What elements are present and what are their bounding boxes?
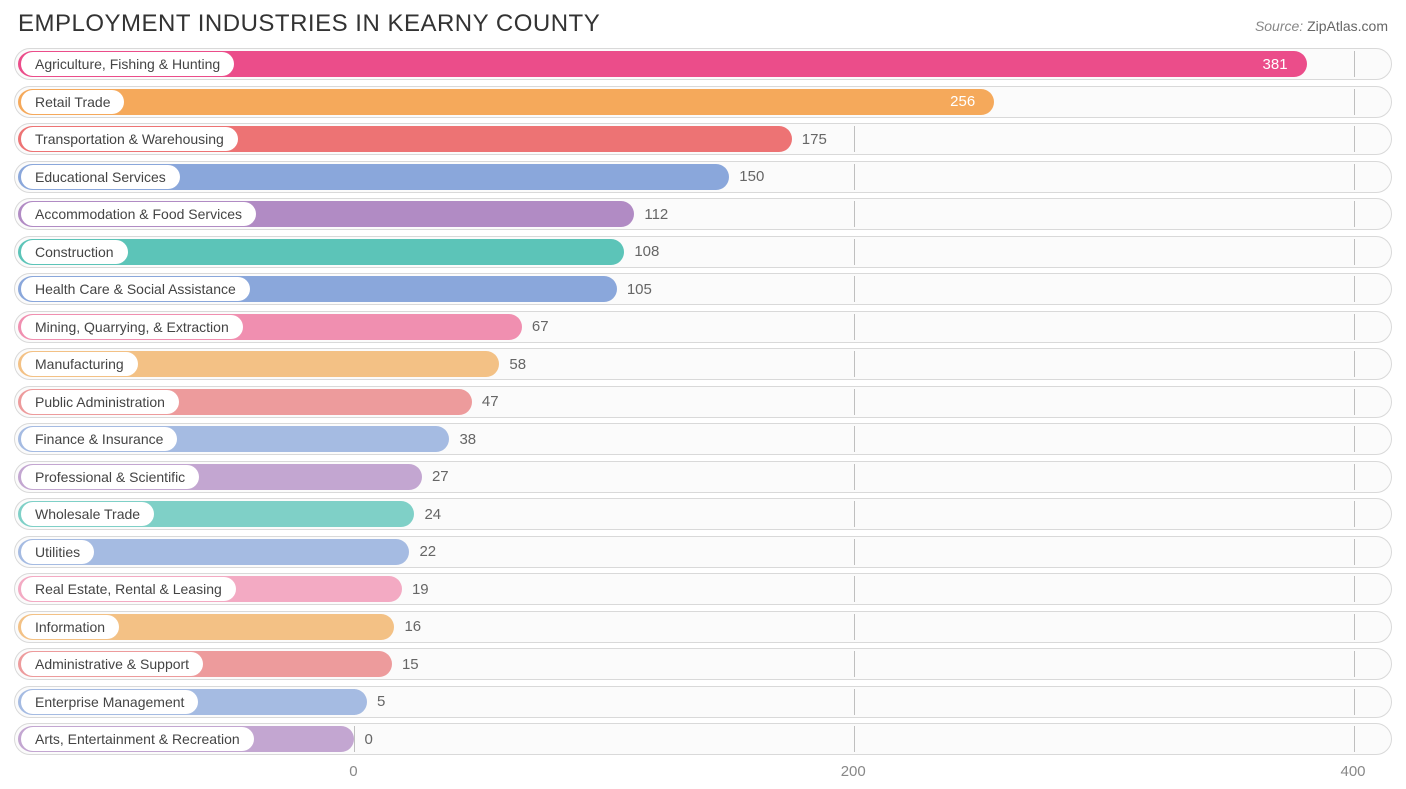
bar-label: Transportation & Warehousing <box>35 131 224 147</box>
bar-label-pill: Information <box>21 615 119 639</box>
bar-label: Wholesale Trade <box>35 506 140 522</box>
bar-label: Utilities <box>35 544 80 560</box>
bar-label: Public Administration <box>35 394 165 410</box>
bar-value: 150 <box>739 162 764 192</box>
bar-fill <box>19 89 994 115</box>
bar-value: 27 <box>432 462 449 492</box>
bar-row: Health Care & Social Assistance 105 <box>14 273 1392 305</box>
bar-value: 256 <box>950 87 975 117</box>
bar-label-pill: Professional & Scientific <box>21 465 199 489</box>
bar-value: 16 <box>404 612 421 642</box>
bar-row: Construction 108 <box>14 236 1392 268</box>
bar-value: 47 <box>482 387 499 417</box>
bar-row: Accommodation & Food Services 112 <box>14 198 1392 230</box>
bar-label: Educational Services <box>35 169 166 185</box>
bar-label-pill: Utilities <box>21 540 94 564</box>
source-label: Source: <box>1255 18 1303 34</box>
bar-value: 22 <box>419 537 436 567</box>
bar-label: Health Care & Social Assistance <box>35 281 236 297</box>
source-value: ZipAtlas.com <box>1307 18 1388 34</box>
bar-value: 38 <box>459 424 476 454</box>
chart-source: Source: ZipAtlas.com <box>1255 18 1388 34</box>
bar-label-pill: Construction <box>21 240 128 264</box>
bar-label: Real Estate, Rental & Leasing <box>35 581 222 597</box>
bar-row: Agriculture, Fishing & Hunting 381 <box>14 48 1392 80</box>
x-tick: 0 <box>349 763 357 780</box>
bar-label: Information <box>35 619 105 635</box>
bar-label-pill: Educational Services <box>21 165 180 189</box>
bar-label: Finance & Insurance <box>35 431 163 447</box>
bar-value: 381 <box>1263 49 1288 79</box>
bar-value: 0 <box>364 724 372 754</box>
bar-value: 108 <box>634 237 659 267</box>
bar-label-pill: Finance & Insurance <box>21 427 177 451</box>
bar-row: Real Estate, Rental & Leasing 19 <box>14 573 1392 605</box>
bar-label-pill: Public Administration <box>21 390 179 414</box>
bar-value: 58 <box>509 349 526 379</box>
bar-label: Administrative & Support <box>35 656 189 672</box>
bar-label-pill: Accommodation & Food Services <box>21 202 256 226</box>
bar-value: 19 <box>412 574 429 604</box>
bar-label-pill: Transportation & Warehousing <box>21 127 238 151</box>
bar-row: Retail Trade 256 <box>14 86 1392 118</box>
bar-value: 105 <box>627 274 652 304</box>
bar-label: Accommodation & Food Services <box>35 206 242 222</box>
bar-row: Educational Services 150 <box>14 161 1392 193</box>
bar-value: 67 <box>532 312 549 342</box>
bar-value: 15 <box>402 649 419 679</box>
x-tick: 400 <box>1340 763 1365 780</box>
bar-row: Finance & Insurance 38 <box>14 423 1392 455</box>
bar-label-pill: Enterprise Management <box>21 690 198 714</box>
bar-value: 24 <box>424 499 441 529</box>
x-axis: 0 200 400 <box>14 761 1392 789</box>
bar-label: Enterprise Management <box>35 694 184 710</box>
x-tick: 200 <box>841 763 866 780</box>
bar-label-pill: Retail Trade <box>21 90 124 114</box>
bar-label: Construction <box>35 244 114 260</box>
bar-value: 175 <box>802 124 827 154</box>
bar-row: Mining, Quarrying, & Extraction 67 <box>14 311 1392 343</box>
bar-row: Transportation & Warehousing 175 <box>14 123 1392 155</box>
bar-value: 5 <box>377 687 385 717</box>
bar-row: Arts, Entertainment & Recreation 0 <box>14 723 1392 755</box>
bar-label: Professional & Scientific <box>35 469 185 485</box>
bar-label-pill: Wholesale Trade <box>21 502 154 526</box>
bar-label-pill: Manufacturing <box>21 352 138 376</box>
bar-row: Information 16 <box>14 611 1392 643</box>
bar-row: Utilities 22 <box>14 536 1392 568</box>
bar-label-pill: Administrative & Support <box>21 652 203 676</box>
bar-label-pill: Agriculture, Fishing & Hunting <box>21 52 234 76</box>
bar-row: Administrative & Support 15 <box>14 648 1392 680</box>
chart-area: Agriculture, Fishing & Hunting 381 Retail … <box>0 44 1406 755</box>
bar-label: Mining, Quarrying, & Extraction <box>35 319 229 335</box>
bar-row: Manufacturing 58 <box>14 348 1392 380</box>
bar-label: Agriculture, Fishing & Hunting <box>35 56 220 72</box>
bar-row: Enterprise Management 5 <box>14 686 1392 718</box>
bar-label: Retail Trade <box>35 94 110 110</box>
bar-row: Wholesale Trade 24 <box>14 498 1392 530</box>
bar-label: Arts, Entertainment & Recreation <box>35 731 240 747</box>
bar-row: Professional & Scientific 27 <box>14 461 1392 493</box>
bar-label-pill: Arts, Entertainment & Recreation <box>21 727 254 751</box>
chart-title: EMPLOYMENT INDUSTRIES IN KEARNY COUNTY <box>18 10 600 38</box>
bar-value: 112 <box>644 199 668 229</box>
bar-row: Public Administration 47 <box>14 386 1392 418</box>
bar-label-pill: Mining, Quarrying, & Extraction <box>21 315 243 339</box>
bar-label-pill: Real Estate, Rental & Leasing <box>21 577 236 601</box>
chart-header: EMPLOYMENT INDUSTRIES IN KEARNY COUNTY S… <box>0 0 1406 44</box>
bar-label-pill: Health Care & Social Assistance <box>21 277 250 301</box>
bar-label: Manufacturing <box>35 356 124 372</box>
